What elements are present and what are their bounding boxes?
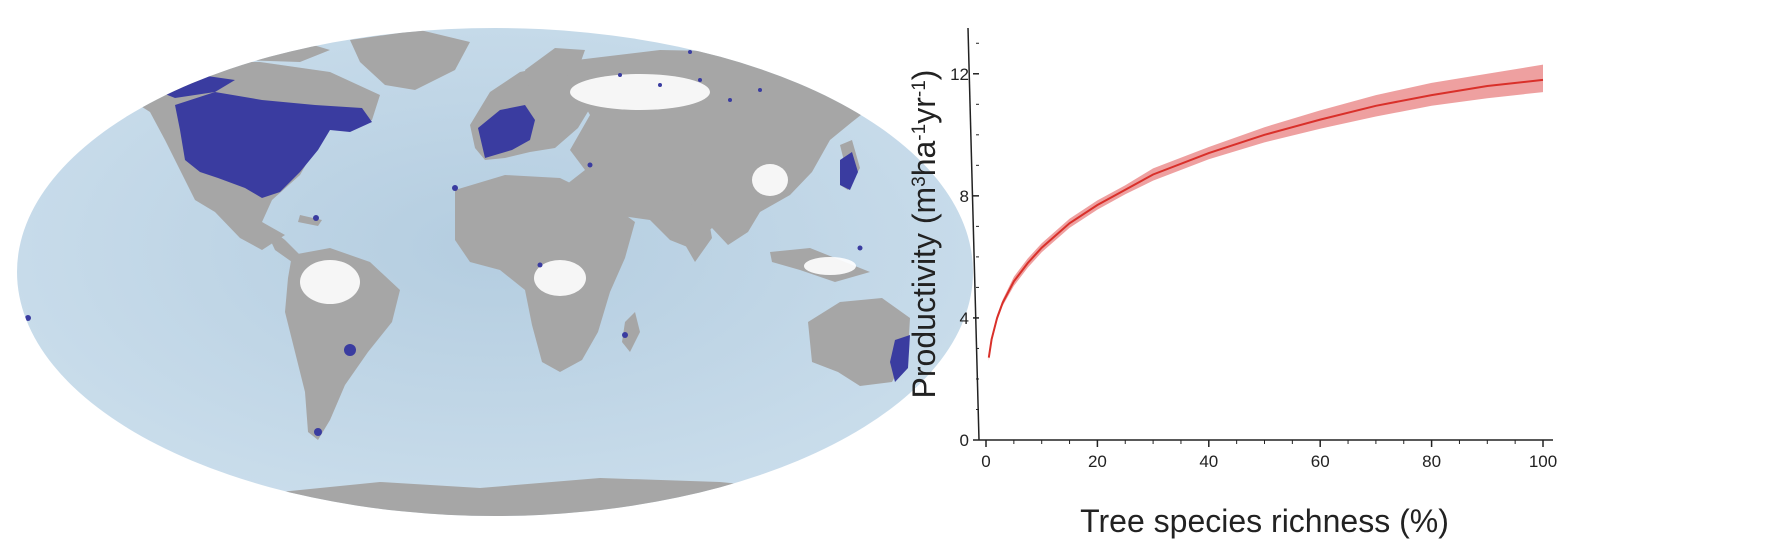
plots-canaries	[452, 185, 458, 191]
y-axis-title-superscript: -1	[909, 80, 930, 97]
world-map	[17, 28, 973, 516]
indonesia-unsampled	[804, 257, 856, 275]
y-axis-title-part: )	[906, 70, 942, 81]
plots-africa	[537, 262, 543, 268]
plots-russia-a	[618, 73, 622, 77]
greenland	[350, 30, 470, 90]
y-axis-line	[967, 27, 980, 441]
y-tick-label: 12	[950, 65, 969, 84]
productivity-chart-panel: 0 20 40 60 80 100 0 4 8 12 Tree species richness…	[906, 0, 1792, 542]
plots-madagascar	[622, 332, 628, 338]
x-tick-label: 60	[1311, 452, 1330, 471]
plots-philippines	[857, 245, 863, 251]
plots-cuba	[313, 215, 319, 221]
chart-content: 0 20 40 60 80 100 0 4 8 12 Tree species richness…	[906, 27, 1557, 539]
congo-unsampled	[534, 260, 586, 296]
productivity-chart: 0 20 40 60 80 100 0 4 8 12 Tree species richness…	[906, 27, 1557, 539]
plots-russia-d	[728, 98, 732, 102]
y-tick-label: 8	[960, 187, 969, 206]
australia	[808, 298, 910, 386]
amazon-unsampled	[300, 260, 360, 304]
plots-turkey	[587, 162, 593, 168]
madagascar	[622, 312, 640, 352]
confidence-band	[988, 64, 1543, 361]
plots-russia-e	[758, 88, 762, 92]
plots-australia	[890, 335, 910, 382]
central-america	[262, 222, 300, 262]
x-axis-title: Tree species richness (%)	[1080, 503, 1449, 539]
x-tick-label: 40	[1199, 452, 1218, 471]
china-unsampled	[752, 164, 788, 196]
plots-russia-f	[688, 50, 692, 54]
plots-japan	[840, 152, 858, 190]
x-tick-label: 0	[981, 452, 990, 471]
plots-russia-b	[658, 83, 662, 87]
fitted-line	[987, 78, 1544, 358]
caribbean	[298, 215, 322, 226]
y-tick-label: 4	[960, 309, 969, 328]
plots-hawaii	[25, 315, 31, 321]
siberia-unsampled	[570, 74, 710, 110]
plots-patagonia	[314, 428, 322, 436]
x-axis: 0 20 40 60 80 100	[979, 439, 1557, 471]
plots-russia-c	[698, 78, 702, 82]
india	[668, 200, 712, 262]
y-axis-title-part: ha	[906, 140, 942, 176]
world-map-panel	[17, 28, 973, 516]
y-axis-title-part: yr	[906, 97, 942, 124]
x-tick-label: 20	[1088, 452, 1107, 471]
y-axis-title: Productivity (m3ha-1yr-1)	[906, 70, 942, 399]
unsampled-regions	[300, 74, 856, 304]
plots-north-america	[175, 92, 372, 198]
y-axis-title-superscript: -1	[909, 124, 930, 141]
x-tick-label: 80	[1422, 452, 1441, 471]
plots-argentina	[344, 344, 356, 356]
y-axis-title-part: Productivity (m	[906, 187, 942, 399]
series-area	[987, 64, 1544, 361]
x-tick-label: 100	[1529, 452, 1557, 471]
y-axis: 0 4 8 12	[950, 27, 980, 450]
plots-europe	[478, 105, 535, 158]
y-tick-label: 0	[960, 431, 969, 450]
scandinavia	[525, 48, 585, 96]
y-axis-title-superscript: 3	[909, 176, 930, 187]
